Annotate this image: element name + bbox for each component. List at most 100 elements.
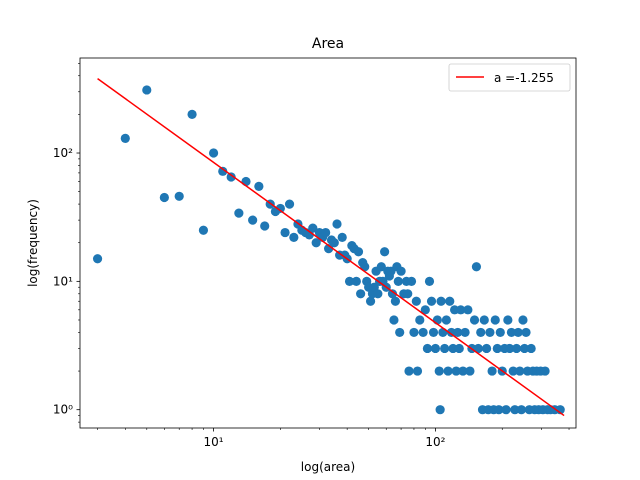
scatter-point	[465, 366, 475, 376]
scatter-point	[390, 296, 401, 306]
legend-label: a =-1.255	[494, 71, 554, 85]
y-tick-label: 10⁰	[53, 403, 73, 417]
scatter-point	[440, 343, 450, 354]
scatter-point	[476, 327, 486, 338]
scatter-point	[487, 366, 497, 376]
scatter-point	[494, 405, 504, 415]
scatter-point	[434, 366, 444, 376]
scatter-point	[510, 405, 520, 415]
scatter-point	[460, 327, 470, 338]
scatter-point	[516, 405, 527, 415]
y-axis-label: log(frequency)	[26, 199, 40, 287]
scatter-point	[430, 343, 441, 354]
scatter-point	[515, 366, 525, 376]
scatter-point	[142, 85, 152, 95]
scatter-point	[438, 327, 448, 338]
scatter-point	[389, 315, 399, 325]
scatter-point	[234, 208, 244, 218]
scatter-point	[218, 166, 228, 176]
scatter-point	[511, 343, 522, 354]
scatter-point	[380, 247, 390, 257]
scatter-point	[376, 262, 386, 272]
scatter-point	[428, 327, 439, 338]
scatter-point	[441, 315, 451, 325]
scatter-point	[406, 276, 417, 286]
scatter-point	[393, 276, 403, 286]
scatter-point	[471, 262, 482, 272]
scatter-point	[415, 315, 425, 325]
scatter-point	[159, 192, 169, 203]
scatter-point	[409, 327, 419, 338]
scatter-point	[481, 343, 492, 354]
scatter-point	[241, 176, 251, 187]
scatter-point	[426, 296, 437, 306]
scatter-point	[508, 366, 518, 376]
scatter-point	[420, 305, 430, 315]
scatter-point	[424, 276, 435, 286]
scatter-point	[329, 238, 339, 248]
scatter-point	[284, 199, 295, 209]
scatter-point	[344, 276, 355, 286]
scatter-point	[356, 289, 366, 299]
scatter-point	[458, 366, 468, 376]
scatter-point	[412, 366, 423, 376]
scatter-point	[332, 219, 342, 229]
scatter-point	[418, 327, 428, 338]
legend: a =-1.255	[448, 63, 571, 92]
scatter-point	[365, 296, 376, 306]
scatter-point	[521, 327, 531, 338]
scatter-point	[526, 343, 536, 354]
scatter-point	[280, 227, 290, 238]
scatter-point	[540, 366, 550, 376]
x-axis-label: log(area)	[301, 460, 355, 474]
scatter-point	[490, 315, 500, 325]
scatter-point	[321, 227, 331, 238]
scatter-point	[453, 327, 463, 338]
scatter-point	[451, 366, 461, 376]
x-tick-label: 10²	[425, 435, 445, 449]
scatter-point	[226, 172, 236, 182]
scatter-point	[446, 327, 456, 338]
scatter-point	[373, 289, 383, 299]
scatter-point	[479, 315, 489, 325]
scatter-point	[411, 296, 421, 306]
scatter-point	[422, 343, 433, 354]
scatter-point	[404, 366, 414, 376]
chart-title: Area	[312, 36, 344, 52]
scatter-point	[485, 327, 495, 338]
scatter-point	[396, 266, 406, 276]
plot-area	[92, 78, 565, 417]
scatter-point	[463, 305, 473, 315]
scatter-point	[92, 254, 103, 264]
axis-ticks: 10¹ 10² 10⁰ 10¹ 10²	[53, 63, 570, 449]
scatter-point	[254, 181, 264, 191]
scatter-point	[501, 405, 511, 415]
scatter-point	[506, 327, 517, 338]
fit-line	[97, 78, 565, 417]
scatter-point	[337, 232, 347, 243]
scatter-point	[513, 327, 523, 338]
legend-box	[448, 63, 571, 92]
scatter-point	[519, 343, 530, 354]
scatter-point	[495, 327, 505, 338]
scatter-point	[435, 405, 445, 415]
scatter-point	[492, 343, 502, 354]
scatter-point	[198, 225, 209, 235]
scatter-point	[353, 247, 364, 257]
scatter-point	[503, 315, 513, 325]
y-tick-label: 10¹	[53, 274, 73, 288]
scatter-point	[395, 327, 405, 338]
scatter-point	[187, 109, 197, 119]
scatter-point	[454, 343, 464, 354]
scatter-point	[308, 223, 318, 233]
scatter-point	[456, 305, 466, 315]
scatter-point	[443, 366, 453, 376]
scatter-point	[248, 215, 258, 225]
scatter-point	[518, 315, 528, 325]
scatter-point	[403, 289, 413, 299]
scatter-point	[208, 148, 219, 158]
scatter-point	[473, 343, 483, 354]
scatter-point	[174, 191, 184, 201]
scatter-point	[387, 289, 398, 299]
scatter-point	[120, 133, 130, 143]
